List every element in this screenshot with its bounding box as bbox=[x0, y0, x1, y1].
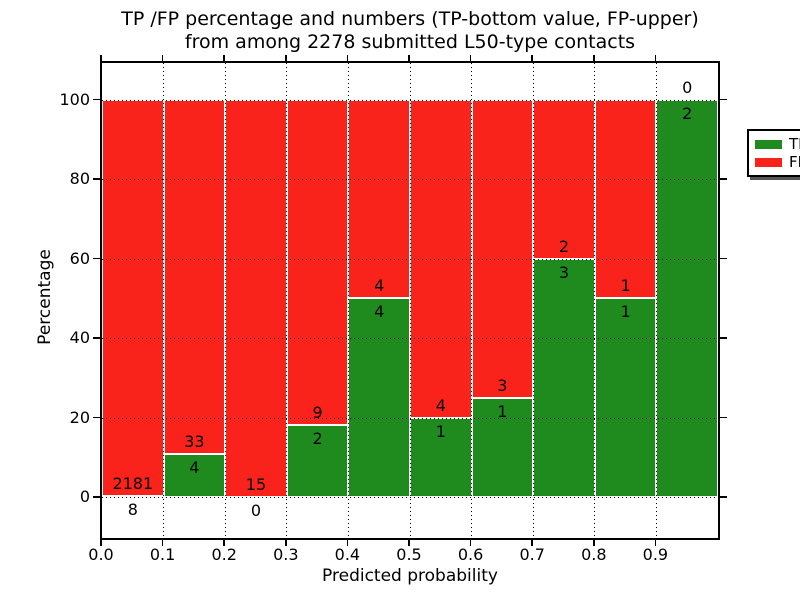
x-tick-top-0.0 bbox=[100, 55, 102, 61]
fp-count-label-0.6-0.7: 3 bbox=[497, 375, 508, 395]
bar-fp-segment-0.2-0.3 bbox=[225, 99, 287, 497]
x-tick-label-0.8: 0.8 bbox=[581, 545, 607, 564]
y-tick-left-80 bbox=[93, 178, 100, 180]
y-tick-left-0 bbox=[93, 496, 100, 498]
y-tick-label-40: 40 bbox=[69, 328, 90, 348]
x-tick-label-0.2: 0.2 bbox=[211, 545, 237, 564]
x-tick-bottom-0.7 bbox=[531, 540, 533, 546]
tp-count-label-0.5-0.6: 1 bbox=[435, 421, 446, 441]
tp-count-label-0.3-0.4: 2 bbox=[312, 428, 323, 448]
fp-count-label-0.2-0.3: 15 bbox=[245, 475, 267, 494]
bar-tp-segment-0.7-0.8 bbox=[533, 258, 595, 497]
tp-count-label-0.4-0.5: 4 bbox=[374, 302, 385, 322]
tp-count-label-0.0-0.1: 8 bbox=[127, 499, 138, 519]
fp-count-label-0.1-0.2: 33 bbox=[184, 432, 205, 452]
bar-tp-segment-0.3-0.4 bbox=[286, 424, 349, 497]
x-tick-bottom-0.0 bbox=[100, 540, 102, 546]
y-tick-left-60 bbox=[93, 257, 100, 260]
bar-fp-segment-0.6-0.7 bbox=[471, 99, 534, 398]
x-tick-label-0.4: 0.4 bbox=[334, 545, 361, 564]
x-tick-top-0.2 bbox=[223, 55, 225, 61]
x-tick-label-0.9: 0.9 bbox=[642, 545, 669, 564]
bar-fp-segment-0.7-0.8 bbox=[533, 99, 595, 259]
chart-title-line2: from among 2278 submitted L50-type conta… bbox=[184, 31, 636, 53]
bar-fp-segment-0.8-0.9 bbox=[594, 99, 657, 299]
x-tick-top-0.5 bbox=[408, 55, 410, 61]
x-tick-top-0.8 bbox=[593, 55, 595, 61]
legend-row-TP: TP bbox=[755, 136, 800, 152]
x-tick-top-0.3 bbox=[285, 55, 287, 61]
y-tick-label-80: 80 bbox=[69, 169, 90, 189]
fp-count-label-0.7-0.8: 2 bbox=[558, 236, 570, 256]
x-tick-bottom-0.3 bbox=[285, 540, 287, 546]
fp-count-label-0.3-0.4: 9 bbox=[312, 402, 323, 422]
legend-row-FP: FP bbox=[755, 154, 800, 170]
tp-count-label-0.2-0.3: 0 bbox=[250, 501, 262, 520]
fp-count-label-0.0-0.1: 2181 bbox=[112, 473, 154, 493]
x-tick-label-0.0: 0.0 bbox=[88, 545, 114, 564]
x-tick-top-0.1 bbox=[161, 55, 164, 61]
tp-count-label-0.6-0.7: 1 bbox=[497, 401, 508, 421]
y-tick-label-60: 60 bbox=[69, 248, 90, 268]
y-tick-left-40 bbox=[93, 337, 100, 339]
y-tick-right-20 bbox=[720, 416, 727, 419]
x-axis-label: Predicted probability bbox=[322, 566, 498, 586]
fp-count-label-0.9-1.0: 0 bbox=[682, 77, 693, 97]
x-tick-bottom-0.9 bbox=[654, 540, 657, 546]
x-tick-top-0.6 bbox=[469, 55, 472, 61]
x-tick-top-0.4 bbox=[346, 55, 349, 61]
tp-count-label-0.9-1.0: 2 bbox=[682, 103, 693, 123]
chart-title-line1: TP /FP percentage and numbers (TP-bottom… bbox=[121, 8, 699, 30]
y-tick-label-0: 0 bbox=[79, 487, 90, 506]
x-tick-bottom-0.2 bbox=[223, 540, 225, 546]
legend: TPFP bbox=[747, 129, 800, 177]
legend-label-FP: FP bbox=[789, 153, 800, 171]
x-tick-bottom-0.8 bbox=[593, 540, 595, 546]
x-tick-bottom-0.5 bbox=[408, 540, 410, 546]
x-tick-top-0.9 bbox=[654, 55, 657, 61]
fp-count-label-0.4-0.5: 4 bbox=[374, 276, 385, 296]
plot-area: 2181 8 33 4 15 0 9 2 4 4 4 1 3 1 2 3 1 1 0 2 TPFP bbox=[100, 61, 800, 540]
y-tick-left-20 bbox=[93, 416, 100, 419]
y-tick-right-100 bbox=[720, 98, 727, 101]
bar-tp-segment-0.4-0.5 bbox=[348, 298, 410, 497]
y-tick-label-20: 20 bbox=[69, 407, 90, 427]
bar-count-labels-layer: 2181 8 33 4 15 0 9 2 4 4 4 1 3 1 2 3 1 1 0 2 bbox=[102, 63, 718, 538]
tp-count-label-0.8-0.9: 1 bbox=[620, 302, 631, 322]
y-tick-label-100: 100 bbox=[59, 89, 90, 109]
y-tick-right-80 bbox=[720, 178, 727, 180]
x-tick-label-0.5: 0.5 bbox=[396, 545, 422, 564]
tp-count-label-0.7-0.8: 3 bbox=[558, 262, 570, 282]
bar-fp-segment-0.4-0.5 bbox=[348, 99, 410, 299]
legend-swatch-FP bbox=[755, 157, 782, 167]
x-tick-top-0.7 bbox=[531, 55, 533, 61]
x-tick-label-0.1: 0.1 bbox=[149, 545, 176, 564]
y-tick-right-0 bbox=[720, 496, 727, 498]
fp-count-label-0.8-0.9: 1 bbox=[620, 276, 631, 296]
y-tick-left-100 bbox=[93, 98, 100, 101]
x-tick-label-0.7: 0.7 bbox=[519, 545, 545, 564]
y-axis-label: Percentage bbox=[35, 249, 55, 345]
bar-fp-segment-0.0-0.1 bbox=[102, 99, 164, 496]
y-tick-right-60 bbox=[720, 257, 727, 260]
chart-title: TP /FP percentage and numbers (TP-bottom… bbox=[121, 8, 699, 54]
x-tick-bottom-0.1 bbox=[161, 540, 164, 546]
tp-count-label-0.1-0.2: 4 bbox=[189, 458, 200, 478]
x-tick-label-0.3: 0.3 bbox=[273, 545, 299, 564]
fp-count-label-0.5-0.6: 4 bbox=[435, 395, 446, 415]
legend-label-TP: TP bbox=[789, 135, 800, 153]
x-tick-bottom-0.6 bbox=[469, 540, 472, 546]
legend-swatch-TP bbox=[755, 139, 782, 149]
x-tick-label-0.6: 0.6 bbox=[457, 545, 484, 564]
y-tick-right-40 bbox=[720, 337, 727, 339]
bar-tp-segment-0.9-1.0 bbox=[656, 99, 718, 497]
x-tick-bottom-0.4 bbox=[346, 540, 349, 546]
